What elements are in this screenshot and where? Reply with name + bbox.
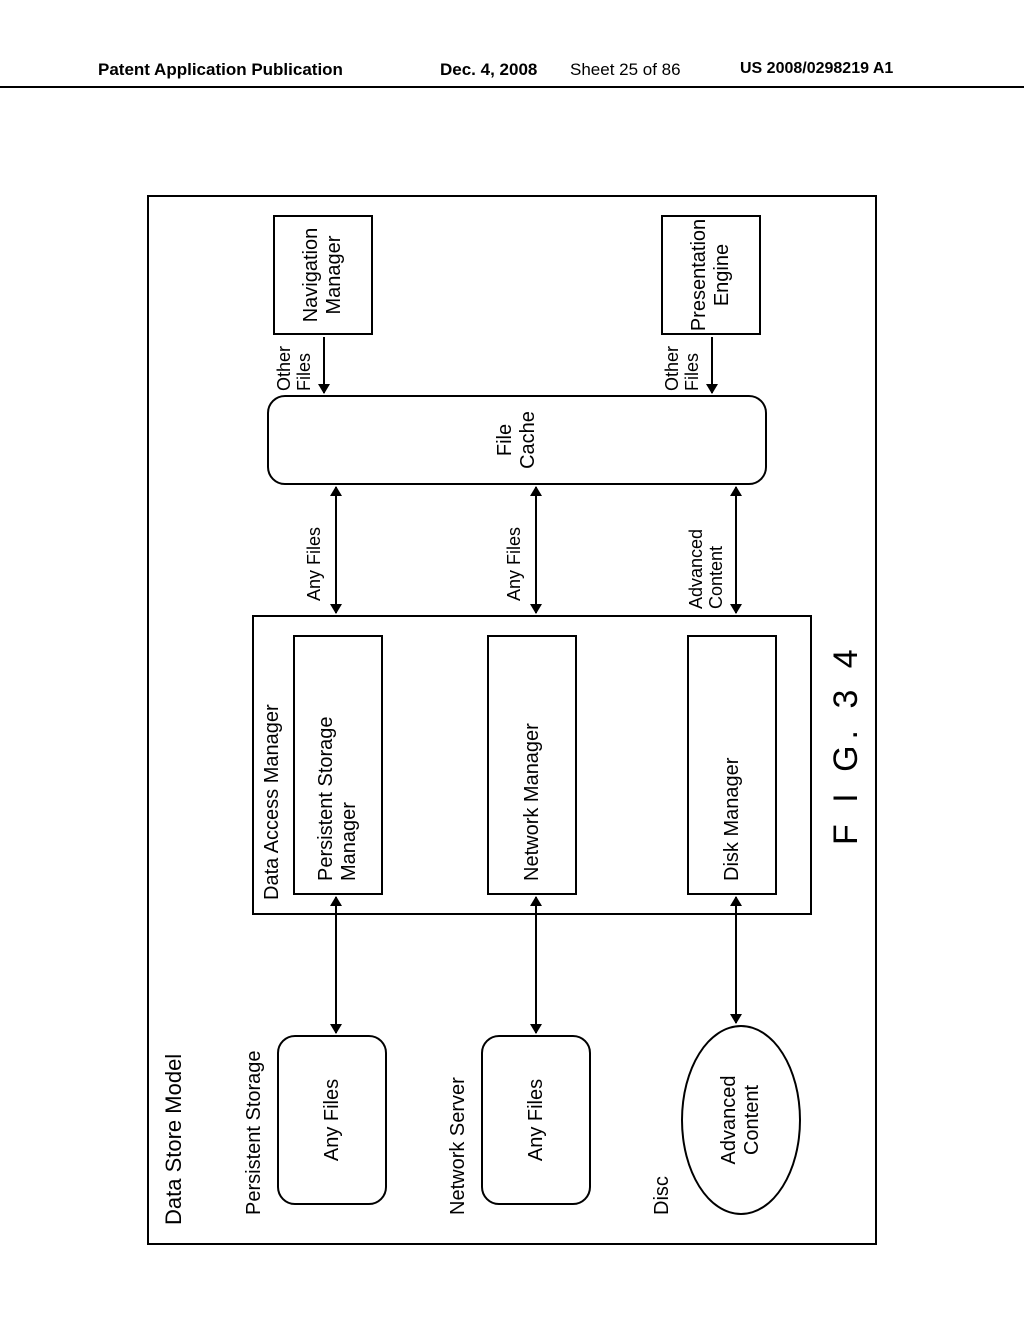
edge-psm-to-cache	[335, 487, 337, 613]
data-store-model-title: Data Store Model	[161, 1054, 186, 1225]
network-server-header: Network Server	[447, 1077, 470, 1215]
edge-psm-to-cache-label: Any Files	[305, 527, 325, 601]
presentation-engine-node: Presentation Engine	[661, 215, 761, 335]
disk-manager-label: Disk Manager	[721, 758, 744, 881]
presentation-engine-label: Presentation Engine	[688, 219, 734, 331]
persistent-storage-header: Persistent Storage	[243, 1050, 266, 1215]
header-date: Dec. 4, 2008	[440, 60, 537, 80]
page-header: Patent Application Publication Dec. 4, 2…	[0, 58, 1024, 88]
network-manager-label: Network Manager	[521, 723, 544, 881]
persistent-storage-node: Any Files	[277, 1035, 387, 1205]
edge-cache-to-pres-label: Other Files	[663, 346, 703, 391]
edge-nm-to-cache	[535, 487, 537, 613]
disc-node-label: Advanced Content	[718, 1076, 764, 1165]
edge-cache-to-nav	[323, 337, 325, 393]
network-server-node: Any Files	[481, 1035, 591, 1205]
disc-node: Advanced Content	[681, 1025, 801, 1215]
header-left: Patent Application Publication	[98, 60, 343, 80]
network-server-node-label: Any Files	[525, 1079, 548, 1161]
figure-caption: F I G. 3 4	[827, 643, 866, 845]
header-sheet: Sheet 25 of 86	[570, 60, 681, 80]
file-cache-label: File Cache	[494, 411, 540, 469]
persistent-storage-manager-node: Persistent Storage Manager	[293, 635, 383, 895]
disk-manager-node: Disk Manager	[687, 635, 777, 895]
persistent-storage-manager-label: Persistent Storage Manager	[315, 716, 361, 881]
network-manager-node: Network Manager	[487, 635, 577, 895]
navigation-manager-node: Navigation Manager	[273, 215, 373, 335]
file-cache-node: File Cache	[267, 395, 767, 485]
edge-ps-to-psm	[335, 897, 337, 1033]
edge-cache-to-nav-label: Other Files	[275, 346, 315, 391]
edge-nm-to-cache-label: Any Files	[505, 527, 525, 601]
persistent-storage-node-label: Any Files	[321, 1079, 344, 1161]
edge-disc-to-dm	[735, 897, 737, 1023]
navigation-manager-label: Navigation Manager	[300, 228, 346, 323]
edge-ns-to-nm	[535, 897, 537, 1033]
disc-header: Disc	[651, 1176, 674, 1215]
edge-dm-to-cache	[735, 487, 737, 613]
edge-dm-to-cache-label: Advanced Content	[687, 529, 727, 609]
header-pubno: US 2008/0298219 A1	[740, 60, 893, 78]
figure-container: Data Store Model Persistent Storage Any …	[147, 195, 877, 1245]
data-access-manager-title: Data Access Manager	[261, 704, 284, 900]
edge-cache-to-pres	[711, 337, 713, 393]
